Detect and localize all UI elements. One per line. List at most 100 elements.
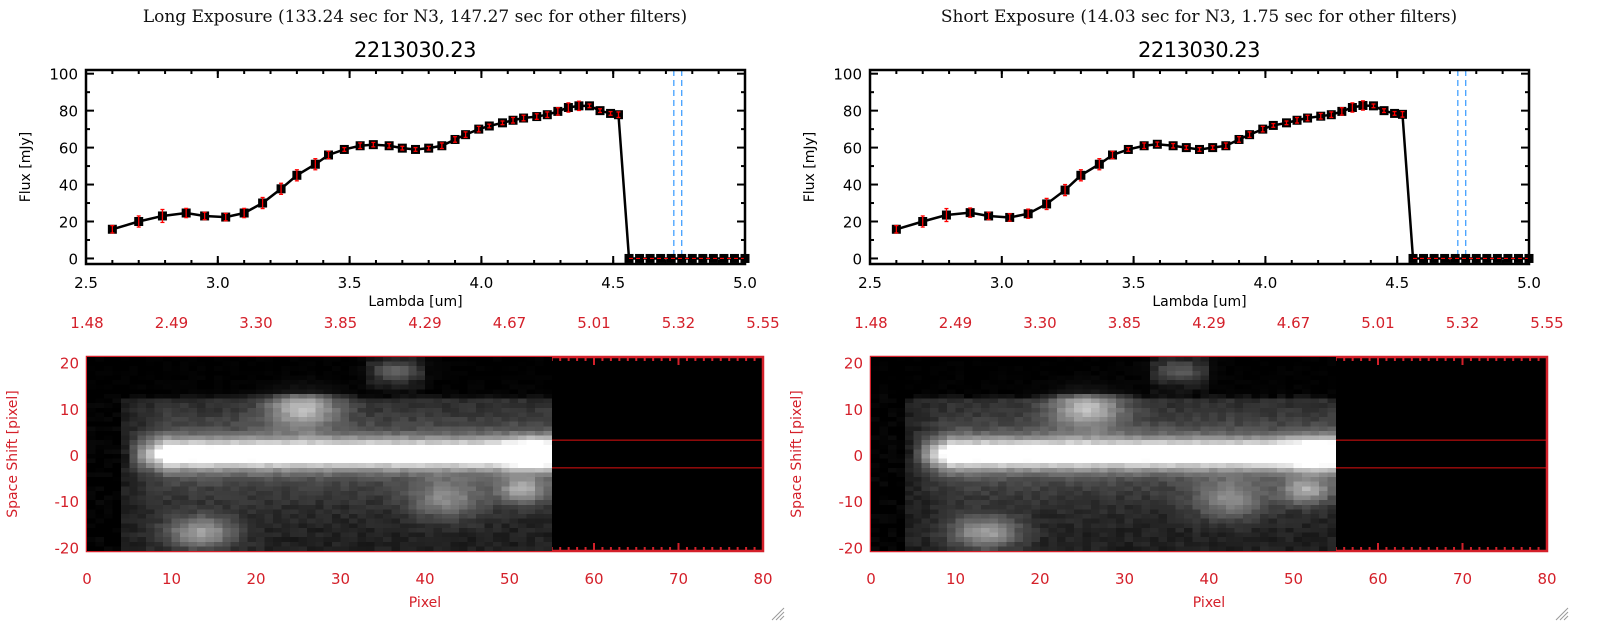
error-bar <box>1142 142 1147 150</box>
top-x-tick-label: 5.32 <box>1446 314 1479 332</box>
error-bar <box>1126 146 1131 152</box>
x-tick-label: 70 <box>669 570 688 588</box>
error-bar <box>1305 114 1310 122</box>
x-tick-label: 2.5 <box>74 274 98 292</box>
error-bar <box>223 212 228 222</box>
error-bar <box>160 208 165 224</box>
error-bar <box>136 215 141 228</box>
error-bar <box>555 107 560 116</box>
resize-grip-line <box>775 611 785 621</box>
object-id: 2213030.23 <box>1138 38 1260 62</box>
x-tick-label: 4.0 <box>1253 274 1277 292</box>
error-bar <box>413 146 418 152</box>
y-axis-label: Space Shift [pixel] <box>789 390 805 517</box>
error-bar <box>1044 197 1049 211</box>
x-tick-label: 2.5 <box>858 274 882 292</box>
error-bar <box>944 207 949 223</box>
resize-grip-line <box>779 615 785 621</box>
top-x-tick-label: 2.49 <box>939 314 972 332</box>
error-bar <box>1284 120 1289 126</box>
x-axis-label: Lambda [um] <box>1152 294 1246 310</box>
error-bar <box>1371 103 1376 109</box>
top-x-tick-label: 3.85 <box>324 314 357 332</box>
y-tick-label: 20 <box>844 355 863 373</box>
error-bar <box>616 111 621 119</box>
error-bar <box>487 123 492 129</box>
error-bar <box>184 207 189 219</box>
x-tick-label: 60 <box>584 570 603 588</box>
error-bar <box>1110 150 1115 160</box>
top-x-tick-label: 3.30 <box>239 314 272 332</box>
plot-frame <box>868 68 1531 266</box>
error-bar <box>1360 100 1365 111</box>
y-tick-label: 60 <box>59 140 78 158</box>
y-axis-label: Flux [mJy] <box>802 132 818 203</box>
error-bar <box>968 207 973 218</box>
error-bar <box>260 196 265 210</box>
error-bar <box>598 108 603 114</box>
error-bar <box>587 103 592 109</box>
y-axis-label: Flux [mJy] <box>18 132 34 203</box>
flux-series-line <box>896 104 1529 260</box>
top-x-tick-label: 4.67 <box>493 314 526 332</box>
x-tick-label: 3.5 <box>1122 274 1146 292</box>
x-tick-label: 40 <box>415 570 434 588</box>
top-x-tick-label: 3.85 <box>1108 314 1141 332</box>
error-bar <box>1247 131 1252 139</box>
top-x-tick-label: 3.30 <box>1023 314 1056 332</box>
error-bar <box>1063 183 1068 197</box>
error-bar <box>920 215 925 228</box>
error-bar <box>463 131 468 139</box>
error-bar <box>358 142 363 150</box>
resize-grip-icon[interactable] <box>1555 607 1569 621</box>
x-tick-label: 5.0 <box>733 274 757 292</box>
y-axis-label: Space Shift [pixel] <box>5 390 21 517</box>
top-x-tick-label: 2.49 <box>155 314 188 332</box>
error-bar <box>426 145 431 151</box>
resize-grip-line <box>771 607 785 621</box>
top-x-tick-label: 1.48 <box>70 314 103 332</box>
top-x-tick-label: 4.67 <box>1277 314 1310 332</box>
x-axis-label: Pixel <box>1193 595 1225 611</box>
error-bar <box>387 142 392 149</box>
panel-title: Short Exposure (14.03 sec for N3, 1.75 s… <box>941 7 1457 27</box>
error-bar <box>894 224 899 234</box>
y-tick-label: 100 <box>49 66 78 84</box>
x-tick-label: 0 <box>82 570 92 588</box>
resize-grip-icon[interactable] <box>771 607 785 621</box>
y-tick-label: -10 <box>839 493 864 511</box>
error-bar <box>1295 116 1300 124</box>
y-tick-label: 80 <box>59 103 78 121</box>
x-tick-label: 40 <box>1199 570 1218 588</box>
y-tick-label: -20 <box>55 539 80 557</box>
x-axis-label: Lambda [um] <box>368 294 462 310</box>
top-x-tick-label: 5.55 <box>1530 314 1563 332</box>
top-x-tick-label: 1.48 <box>854 314 887 332</box>
error-bar <box>400 145 405 151</box>
error-bar <box>1197 146 1202 152</box>
x-tick-label: 80 <box>753 570 772 588</box>
error-bar <box>1026 208 1031 220</box>
flux-plot: 2.5 3.0 3.5 4.0 4.5 5.0 0 20 40 60 80 100 Lambda [um… <box>802 66 1541 310</box>
x-axis-label: Pixel <box>409 595 441 611</box>
y-tick-label: -10 <box>55 493 80 511</box>
error-bar <box>110 224 115 234</box>
error-bar <box>500 120 505 126</box>
resize-grip-line <box>1563 615 1569 621</box>
x-tick-label: 80 <box>1537 570 1556 588</box>
error-bar <box>1382 108 1387 114</box>
object-id: 2213030.23 <box>354 38 476 62</box>
plot-frame <box>84 68 747 266</box>
y-tick-label: 40 <box>843 177 862 195</box>
error-bar <box>1400 110 1405 118</box>
y-tick-label: 20 <box>60 355 79 373</box>
y-tick-label: 10 <box>844 401 863 419</box>
panel-title: Long Exposure (133.24 sec for N3, 147.27… <box>143 7 687 27</box>
error-bar <box>1237 136 1242 143</box>
error-bar <box>1007 213 1012 222</box>
spectral-image <box>87 357 552 551</box>
x-tick-label: 3.0 <box>206 274 230 292</box>
x-tick-label: 20 <box>1030 570 1049 588</box>
x-tick-label: 4.5 <box>1385 274 1409 292</box>
y-tick-label: 0 <box>69 447 79 465</box>
